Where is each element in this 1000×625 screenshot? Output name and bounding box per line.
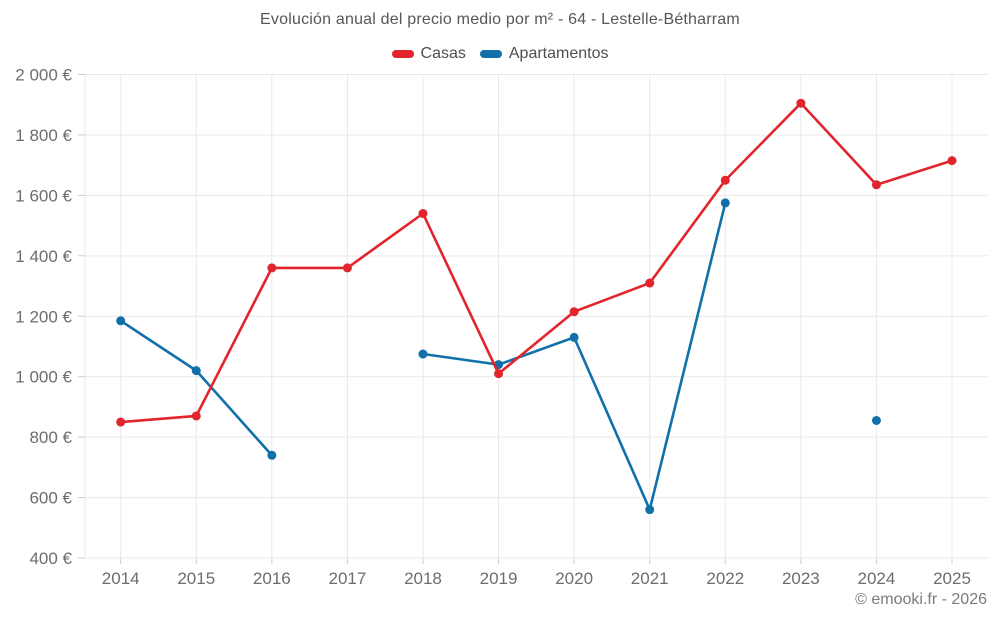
y-tick-label: 2 000 € xyxy=(15,66,72,85)
x-tick-label: 2023 xyxy=(782,569,820,588)
chart-legend: Casas Apartamentos xyxy=(0,45,1000,63)
y-tick-label: 400 € xyxy=(29,549,72,568)
legend-label-apartamentos: Apartamentos xyxy=(508,45,609,62)
x-tick-label: 2015 xyxy=(177,569,215,588)
x-tick-label: 2019 xyxy=(480,569,518,588)
legend-item-apartamentos[interactable]: Apartamentos xyxy=(479,45,609,63)
data-point-casas-2020[interactable] xyxy=(569,307,579,317)
data-point-apartamentos-2021[interactable] xyxy=(645,505,655,515)
data-point-apartamentos-2020[interactable] xyxy=(569,332,579,342)
series-line-casas xyxy=(119,101,954,424)
x-tick-label: 2021 xyxy=(631,569,669,588)
chart-title: Evolución anual del precio medio por m² … xyxy=(260,11,740,28)
x-tick-label: 2020 xyxy=(555,569,593,588)
legend-swatch-casas-icon xyxy=(391,50,414,58)
data-point-casas-2018[interactable] xyxy=(418,209,428,219)
legend-item-casas[interactable]: Casas xyxy=(391,45,466,63)
data-point-casas-2015[interactable] xyxy=(191,411,201,421)
data-point-apartamentos-2016[interactable] xyxy=(267,450,277,460)
y-tick-label: 1 200 € xyxy=(15,307,72,326)
y-tick-label: 1 600 € xyxy=(15,186,72,205)
data-point-casas-2025[interactable] xyxy=(947,156,957,166)
x-tick-label: 2024 xyxy=(858,569,896,588)
x-tick-label: 2018 xyxy=(404,569,442,588)
data-point-casas-2023[interactable] xyxy=(796,98,806,108)
legend-swatch-apartamentos-icon xyxy=(479,50,502,58)
copyright-text: © emooki.fr - 2026 xyxy=(855,591,987,608)
data-point-casas-2019[interactable] xyxy=(494,369,504,379)
y-tick-label: 600 € xyxy=(29,489,72,508)
data-point-casas-2022[interactable] xyxy=(720,175,730,185)
y-tick-label: 800 € xyxy=(29,428,72,447)
x-tick-label: 2025 xyxy=(933,569,971,588)
data-point-apartamentos-2014[interactable] xyxy=(116,316,126,326)
data-point-casas-2017[interactable] xyxy=(342,263,352,273)
data-point-apartamentos-2024[interactable] xyxy=(871,416,881,426)
data-point-casas-2021[interactable] xyxy=(645,278,655,288)
x-tick-label: 2017 xyxy=(329,569,367,588)
data-point-casas-2014[interactable] xyxy=(116,417,126,427)
y-tick-label: 1 400 € xyxy=(15,247,72,266)
x-tick-label: 2016 xyxy=(253,569,291,588)
x-tick-label: 2022 xyxy=(706,569,744,588)
legend-label-casas: Casas xyxy=(420,45,466,62)
data-point-apartamentos-2022[interactable] xyxy=(720,198,730,208)
data-point-apartamentos-2018[interactable] xyxy=(418,349,428,359)
y-tick-label: 1 800 € xyxy=(15,126,72,145)
data-point-casas-2016[interactable] xyxy=(267,263,277,273)
data-point-apartamentos-2015[interactable] xyxy=(191,366,201,376)
data-point-casas-2024[interactable] xyxy=(871,180,881,190)
x-tick-label: 2014 xyxy=(102,569,140,588)
y-tick-label: 1 000 € xyxy=(15,368,72,387)
